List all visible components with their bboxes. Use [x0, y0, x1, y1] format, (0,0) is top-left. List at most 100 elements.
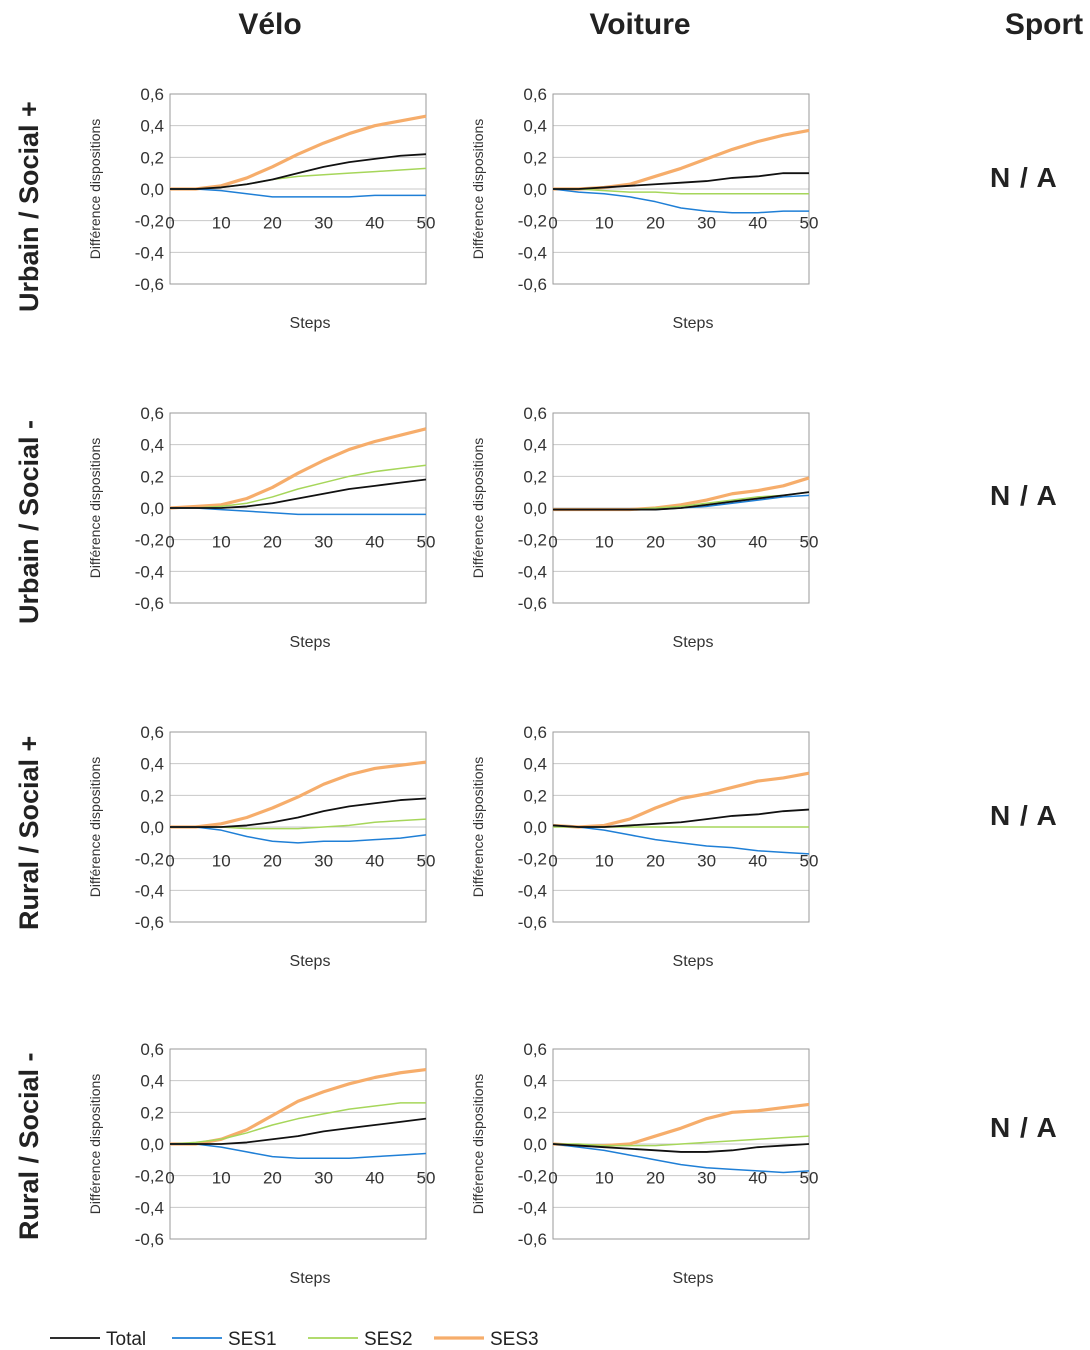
- y-tick-label: 0,4: [140, 755, 164, 774]
- x-axis-label: Steps: [290, 953, 331, 970]
- series-line-ses3: [553, 128, 810, 191]
- x-tick-label: 40: [365, 1169, 384, 1188]
- y-tick-label: -0,4: [518, 881, 547, 900]
- series-line-ses3: [170, 114, 427, 191]
- y-axis-label: Différence dispositions: [470, 757, 486, 898]
- na-label-row-1: N / A: [990, 162, 1058, 193]
- line-chart-panel: -0,6 -0,4 -0,2 0,0 0,2 0,4 0,6 0 10 20 30 40 50 Steps…: [470, 85, 819, 332]
- x-tick-label: 40: [365, 533, 384, 552]
- x-axis-label: Steps: [290, 315, 331, 332]
- y-tick-label: 0,6: [523, 85, 547, 104]
- y-tick-label: 0,2: [523, 1103, 547, 1122]
- x-tick-label: 50: [417, 214, 436, 233]
- y-tick-label: 0,2: [140, 786, 164, 805]
- series-line-ses2: [170, 464, 427, 509]
- y-tick-label: 0,2: [523, 467, 547, 486]
- y-tick-label: 0,2: [140, 467, 164, 486]
- na-label-row-3: N / A: [990, 800, 1058, 831]
- x-tick-label: 50: [800, 852, 819, 871]
- x-axis-label: Steps: [673, 634, 714, 651]
- x-axis-label: Steps: [673, 315, 714, 332]
- x-tick-label: 50: [417, 852, 436, 871]
- x-tick-label: 10: [595, 214, 614, 233]
- x-tick-label: 30: [697, 533, 716, 552]
- x-tick-label: 40: [365, 214, 384, 233]
- y-tick-label: -0,4: [135, 881, 164, 900]
- x-tick-label: 0: [165, 1169, 174, 1188]
- x-tick-label: 0: [548, 852, 557, 871]
- chart-legend: Total SES1 SES2 SES3: [50, 1329, 539, 1350]
- legend-label-ses2: SES2: [364, 1329, 413, 1350]
- series-line-total: [553, 172, 809, 190]
- series-line-ses1: [170, 188, 426, 198]
- y-tick-label: 0,4: [523, 436, 547, 455]
- line-chart-panel: -0,6 -0,4 -0,2 0,0 0,2 0,4 0,6 0 10 20 30 40 50 Steps…: [87, 85, 436, 332]
- y-axis-label: Différence dispositions: [470, 438, 486, 579]
- x-tick-label: 50: [417, 1169, 436, 1188]
- na-label-row-4: N / A: [990, 1112, 1058, 1143]
- y-axis-label: Différence dispositions: [470, 1074, 486, 1215]
- legend-label-ses1: SES1: [228, 1329, 277, 1350]
- series-line-ses3: [170, 760, 427, 829]
- x-tick-label: 0: [548, 214, 557, 233]
- x-tick-label: 10: [595, 533, 614, 552]
- legend-label-total: Total: [106, 1329, 146, 1350]
- x-tick-label: 20: [263, 214, 282, 233]
- line-chart-panel: -0,6 -0,4 -0,2 0,0 0,2 0,4 0,6 0 10 20 30 40 50 Steps…: [470, 404, 818, 651]
- legend-label-ses3: SES3: [490, 1329, 539, 1350]
- x-tick-label: 0: [165, 214, 174, 233]
- y-tick-label: -0,2: [518, 212, 547, 231]
- y-tick-label: -0,4: [135, 243, 164, 262]
- y-tick-label: 0,2: [140, 148, 164, 167]
- y-tick-label: -0,2: [135, 1167, 164, 1186]
- x-tick-label: 0: [548, 533, 557, 552]
- y-tick-label: -0,2: [518, 850, 547, 869]
- x-tick-label: 30: [697, 1169, 716, 1188]
- series-line-total: [170, 797, 427, 828]
- y-tick-label: -0,6: [518, 594, 547, 613]
- series-line-total: [552, 808, 810, 828]
- y-tick-label: 0,2: [140, 1103, 164, 1122]
- y-tick-label: 0,4: [140, 117, 164, 136]
- x-tick-label: 30: [314, 1169, 333, 1188]
- y-tick-label: 0,6: [140, 85, 164, 104]
- series-line-ses1: [552, 824, 810, 855]
- x-axis-label: Steps: [673, 953, 714, 970]
- y-tick-label: 0,6: [140, 1040, 164, 1059]
- x-tick-label: 0: [165, 533, 174, 552]
- y-tick-label: 0,0: [140, 1135, 164, 1154]
- y-axis-label: Différence dispositions: [87, 438, 103, 579]
- y-axis-label: Différence dispositions: [87, 119, 103, 260]
- y-tick-label: -0,6: [135, 1230, 164, 1249]
- x-tick-label: 40: [365, 852, 384, 871]
- x-tick-label: 50: [800, 214, 819, 233]
- series-line-ses1: [170, 1143, 427, 1159]
- y-tick-label: 0,0: [523, 180, 547, 199]
- y-tick-label: 0,0: [140, 499, 164, 518]
- series-line-ses1: [552, 188, 809, 214]
- line-chart-panel: -0,6 -0,4 -0,2 0,0 0,2 0,4 0,6 0 10 20 30 40 50 Steps…: [87, 404, 436, 651]
- x-tick-label: 20: [646, 1169, 665, 1188]
- y-tick-label: -0,2: [518, 531, 547, 550]
- series-line-ses2: [553, 1135, 810, 1147]
- series-line-ses1: [170, 826, 427, 844]
- line-chart-panel: -0,6 -0,4 -0,2 0,0 0,2 0,4 0,6 0 10 20 30 40 50 Steps…: [87, 723, 436, 970]
- y-tick-label: -0,6: [518, 275, 547, 294]
- y-tick-label: 0,0: [523, 499, 547, 518]
- x-tick-label: 20: [646, 214, 665, 233]
- na-label-row-2: N / A: [990, 480, 1058, 511]
- y-tick-label: -0,6: [518, 913, 547, 932]
- y-tick-label: 0,2: [523, 786, 547, 805]
- x-tick-label: 50: [417, 533, 436, 552]
- x-tick-label: 40: [748, 533, 767, 552]
- y-tick-label: 0,6: [523, 1040, 547, 1059]
- y-tick-label: 0,6: [523, 723, 547, 742]
- x-tick-label: 0: [165, 852, 174, 871]
- series-line-ses2: [553, 491, 810, 511]
- y-tick-label: -0,4: [518, 243, 547, 262]
- x-tick-label: 30: [314, 533, 333, 552]
- y-tick-label: 0,6: [140, 404, 164, 423]
- x-tick-label: 30: [697, 852, 716, 871]
- y-tick-label: -0,6: [135, 275, 164, 294]
- column-header-voiture: Voiture: [589, 8, 691, 41]
